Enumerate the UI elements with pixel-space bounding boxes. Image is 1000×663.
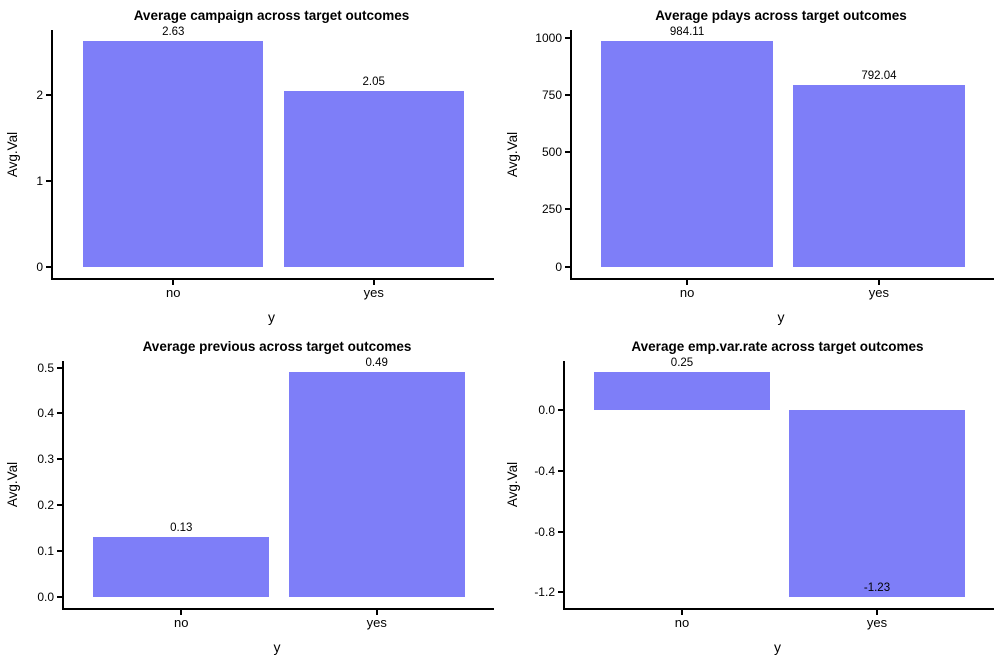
y-tick-label: -0.4 (534, 463, 555, 478)
x-tick-mark (875, 610, 878, 615)
chart-title: Average emp.var.rate across target outco… (631, 339, 924, 354)
chart-panel-campaign: Average campaign across target outcomes … (0, 0, 500, 331)
chart-title: Average campaign across target outcomes (133, 8, 410, 23)
y-tick-label: 1 (36, 174, 43, 188)
y-tick-label: 0.1 (37, 543, 54, 558)
y-tick-label: -1.2 (534, 585, 555, 600)
bar-value-label: 2.05 (362, 75, 385, 88)
y-tick-mark (565, 36, 570, 39)
y-tick-mark (46, 265, 51, 268)
x-tick-label: no (174, 615, 189, 630)
plot-area: 0.0 -0.4 -0.8 -1.2 0.25 no -1.23 yes (534, 357, 994, 630)
bar-value-label: -1.23 (863, 581, 891, 594)
chart-panel-emp-var-rate: Average emp.var.rate across target outco… (500, 331, 1000, 663)
y-axis-title-label: Avg.Val (5, 131, 21, 177)
y-tick-mark (558, 591, 563, 594)
y-tick-mark (565, 151, 570, 154)
y-tick-mark (57, 412, 62, 415)
x-tick-label: yes (868, 285, 890, 300)
plot-area: 0 1 2 2.63 no 2.05 yes (36, 26, 494, 300)
y-tick-mark (57, 458, 62, 461)
bar-no (93, 537, 270, 597)
x-tick-label: yes (366, 615, 387, 630)
x-tick-mark (681, 610, 683, 615)
y-tick-label: 0.3 (37, 452, 54, 467)
x-tick-label: no (166, 285, 181, 300)
y-tick-mark (558, 469, 563, 472)
x-axis-title: y (268, 309, 275, 325)
y-tick-label: 750 (541, 87, 562, 102)
x-tick-mark (877, 280, 880, 285)
x-tick-mark (686, 280, 689, 285)
plot-area: 0 250 500 750 1000 984.11 no 792.04 yes (535, 26, 994, 300)
y-tick-label: 0.0 (538, 403, 555, 418)
y-tick-mark (46, 94, 51, 97)
y-tick-mark (565, 93, 570, 96)
y-tick-label: 2 (36, 88, 43, 103)
plot-area: 0.0 0.1 0.2 0.3 0.4 0.5 0.13 no 0.49 yes (37, 357, 494, 630)
y-tick-mark (57, 549, 62, 552)
x-axis-title: y (273, 639, 281, 655)
y-axis-title: Avg.Val (504, 361, 522, 608)
bar-yes (283, 90, 464, 267)
y-tick-label: 1000 (535, 30, 562, 45)
y-tick-mark (565, 208, 570, 211)
bar-no (600, 41, 774, 267)
y-tick-label: 0.0 (37, 589, 54, 604)
y-tick-mark (558, 409, 563, 412)
bar-yes (792, 85, 966, 267)
bar-value-label: 0.25 (670, 357, 694, 370)
bar-value-label: 0.49 (365, 357, 388, 370)
y-tick-label: 0.2 (37, 498, 54, 513)
y-tick-label: 250 (541, 202, 562, 217)
x-tick-label: yes (866, 615, 888, 630)
y-tick-label: 500 (541, 145, 562, 160)
bar-yes (789, 410, 965, 597)
y-tick-mark (57, 595, 62, 598)
bar-value-label: 2.63 (162, 26, 185, 39)
bar-value-label: 0.13 (170, 522, 193, 535)
y-tick-mark (558, 530, 563, 533)
y-tick-label: 0.4 (37, 406, 54, 421)
y-tick-label: 0 (555, 259, 562, 274)
bar-value-label: 792.04 (861, 70, 897, 83)
bar-yes (288, 372, 465, 597)
x-tick-mark (372, 280, 375, 285)
x-tick-mark (375, 610, 378, 615)
bar-no (83, 41, 264, 267)
x-axis-title: y (777, 309, 785, 325)
x-tick-mark (180, 610, 183, 615)
chart-title: Average previous across target outcomes (142, 339, 412, 354)
chart-panel-previous: Average previous across target outcomes … (0, 331, 500, 663)
x-axis-title: y (774, 639, 781, 655)
chart-panel-pdays: Average pdays across target outcomes Avg… (500, 0, 1000, 331)
y-tick-mark (57, 366, 62, 369)
x-tick-mark (172, 280, 175, 285)
y-tick-mark (46, 180, 51, 182)
y-tick-label: -0.8 (534, 524, 555, 539)
y-tick-label: 0.5 (37, 360, 54, 375)
bar-value-label: 984.11 (669, 26, 705, 39)
chart-title: Average pdays across target outcomes (655, 8, 907, 23)
y-tick-mark (57, 504, 62, 507)
x-tick-label: no (674, 615, 690, 630)
x-tick-label: no (679, 285, 695, 300)
y-axis-title: Avg.Val (4, 361, 22, 608)
bar-no (594, 372, 770, 411)
x-tick-label: yes (363, 285, 384, 300)
y-tick-mark (565, 265, 570, 268)
y-axis-title: Avg.Val (4, 30, 22, 278)
y-tick-label: 0 (36, 259, 43, 274)
